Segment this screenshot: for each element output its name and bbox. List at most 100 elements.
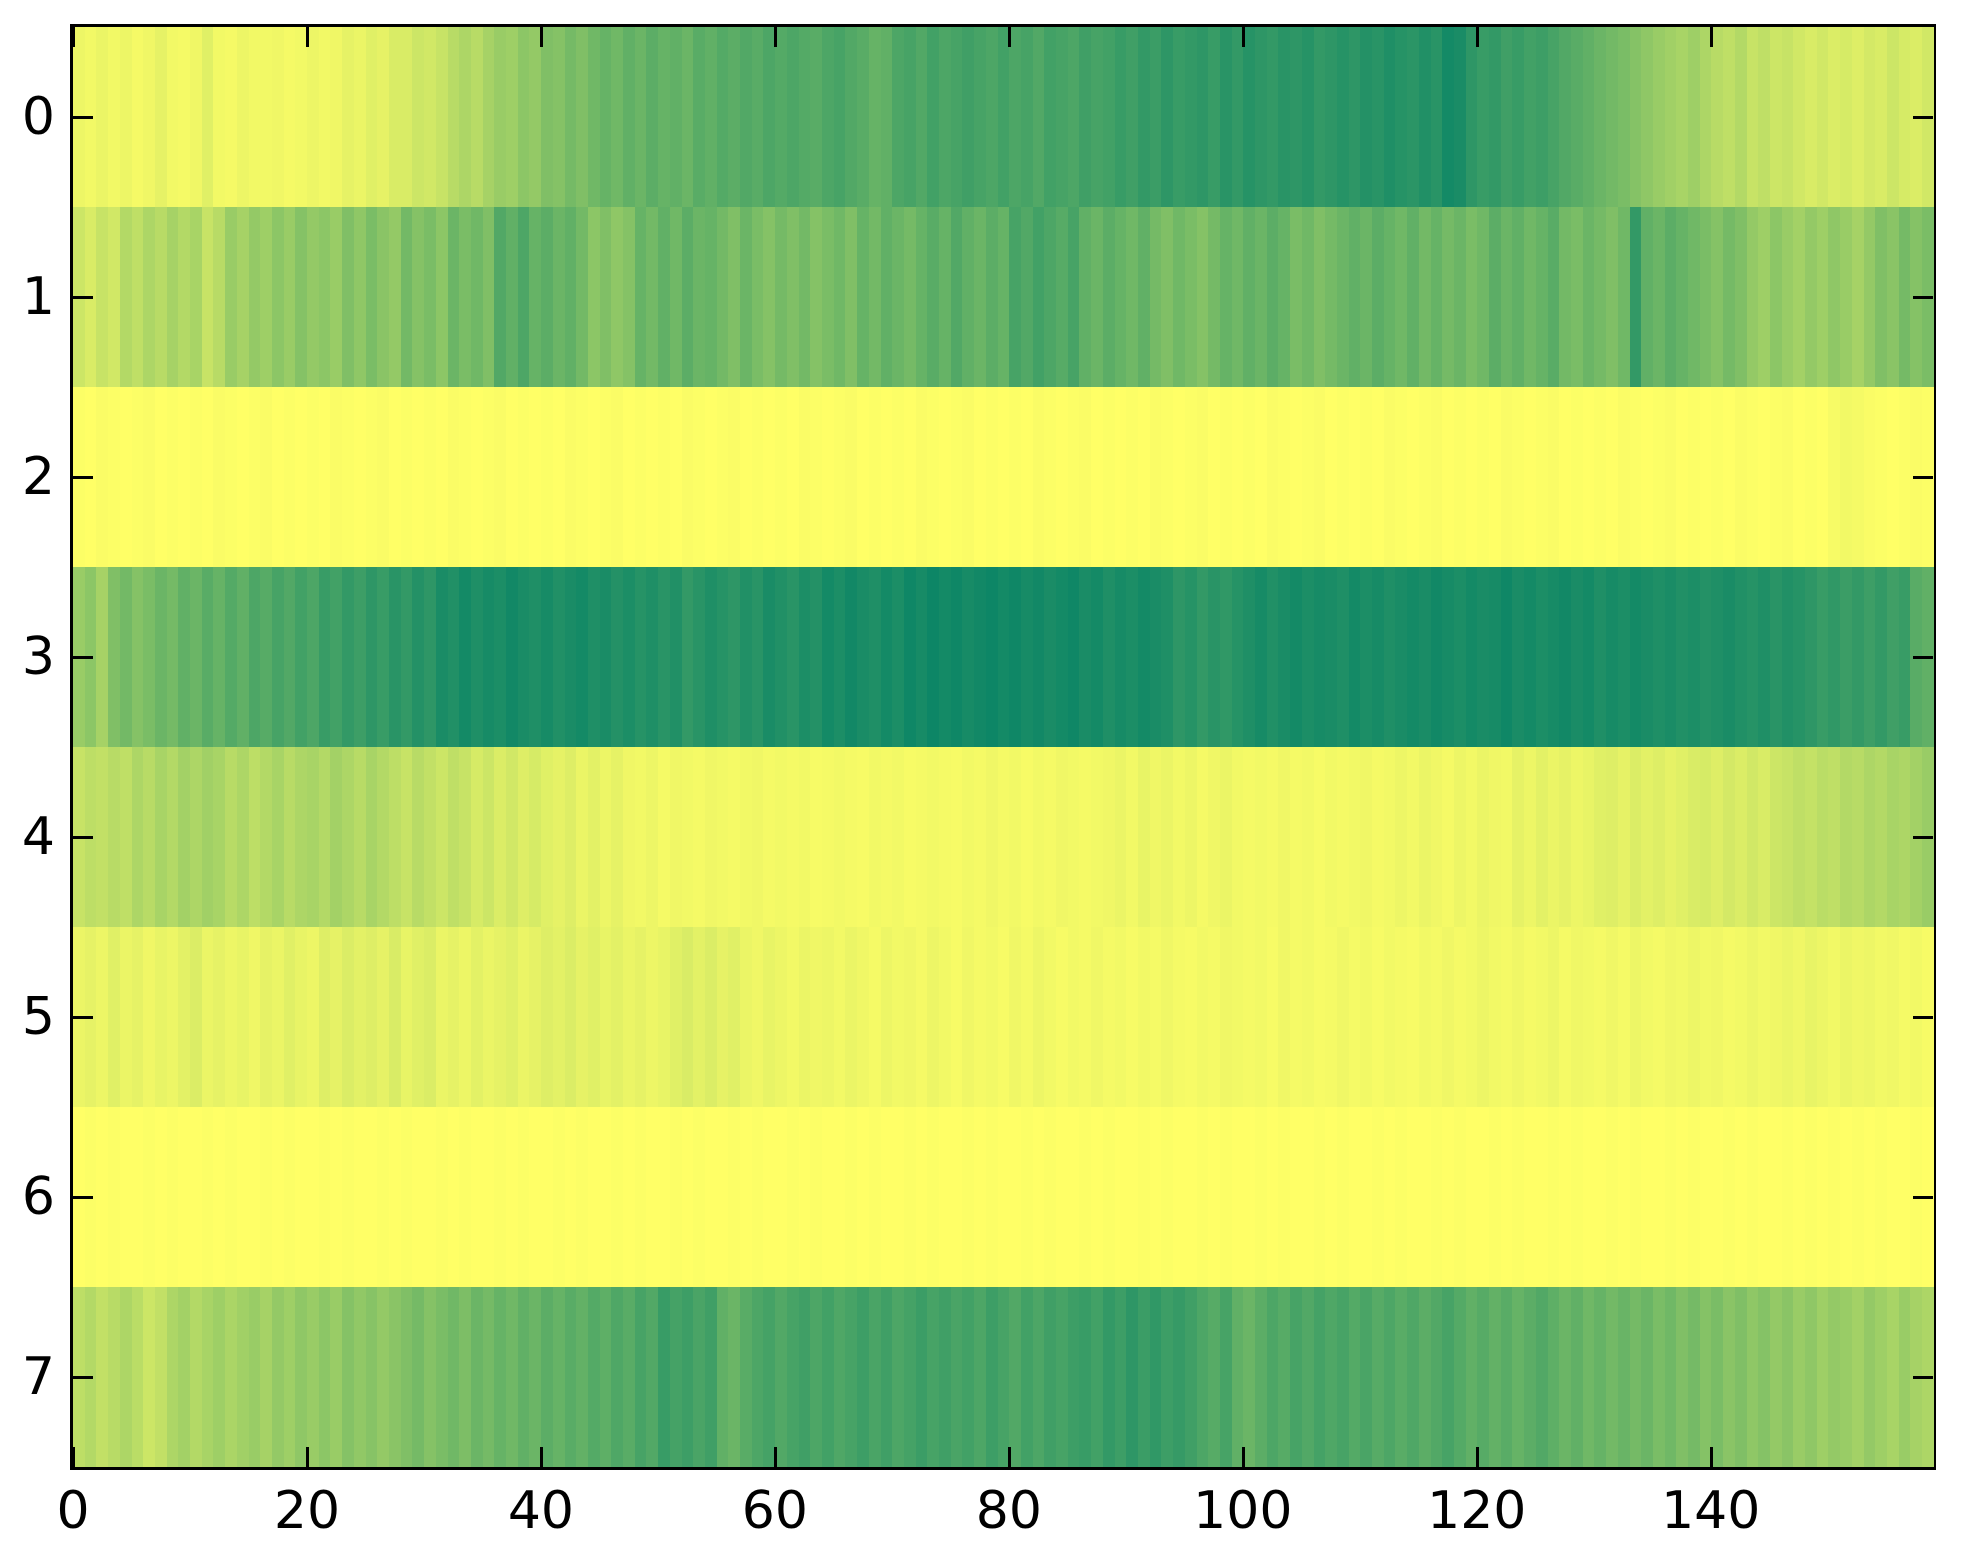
y-tick-left	[73, 836, 93, 839]
heatmap-cell	[435, 1287, 448, 1467]
heatmap-cell	[412, 567, 425, 747]
heatmap-cell	[822, 567, 834, 747]
heatmap-cell	[1769, 927, 1782, 1107]
heatmap-cell	[1325, 927, 1337, 1107]
heatmap-cell	[166, 27, 179, 207]
heatmap-cell	[1524, 567, 1536, 747]
heatmap-cell	[178, 27, 191, 207]
heatmap-cell	[587, 1107, 600, 1287]
heatmap-cell	[412, 207, 425, 387]
heatmap-cell	[541, 567, 553, 747]
heatmap-cell	[1805, 387, 1817, 567]
heatmap-cell	[681, 747, 694, 927]
heatmap-cell	[833, 1107, 846, 1287]
heatmap-cell	[459, 1107, 471, 1287]
heatmap-cell	[1348, 747, 1361, 927]
heatmap-cell	[283, 387, 296, 567]
heatmap-cell	[1126, 387, 1138, 567]
heatmap-cell	[1489, 387, 1501, 567]
heatmap-cell	[1805, 567, 1817, 747]
heatmap-cell	[740, 747, 752, 927]
heatmap-cell	[1898, 927, 1911, 1107]
heatmap-cell	[997, 567, 1010, 747]
heatmap-cell	[1699, 927, 1712, 1107]
heatmap-cell	[1266, 927, 1279, 1107]
heatmap-cell	[1688, 747, 1700, 927]
heatmap-cell	[131, 387, 144, 567]
heatmap-cell	[1325, 1287, 1337, 1467]
heatmap-cell	[915, 207, 928, 387]
heatmap-cell	[1594, 387, 1607, 567]
heatmap-cell	[108, 1287, 120, 1467]
heatmap-cell	[939, 1287, 951, 1467]
heatmap-cell	[271, 1107, 284, 1287]
heatmap-cell	[845, 387, 858, 567]
heatmap-cell	[1828, 207, 1841, 387]
heatmap-cell	[1875, 747, 1887, 927]
heatmap-cell	[1500, 1107, 1513, 1287]
heatmap-cell	[1664, 567, 1677, 747]
heatmap-cell	[1641, 1107, 1653, 1287]
heatmap-cell	[822, 27, 834, 207]
heatmap-cell	[1196, 747, 1209, 927]
heatmap-cell	[1688, 1107, 1700, 1287]
heatmap-cell	[623, 747, 635, 927]
heatmap-cell	[1383, 387, 1396, 567]
heatmap-cell	[1840, 1107, 1852, 1287]
y-tick-left	[73, 476, 93, 479]
heatmap-cell	[552, 1287, 565, 1467]
heatmap-cell	[728, 207, 741, 387]
heatmap-cell	[1863, 927, 1876, 1107]
heatmap-cell	[857, 1107, 869, 1287]
heatmap-cell	[1336, 27, 1349, 207]
heatmap-cell	[1219, 927, 1232, 1107]
heatmap-cell	[1500, 927, 1513, 1107]
heatmap-cell	[506, 1107, 518, 1287]
heatmap-cell	[470, 567, 483, 747]
heatmap-cell	[634, 567, 647, 747]
heatmap-cell	[318, 567, 331, 747]
heatmap-cell	[880, 927, 893, 1107]
heatmap-cell	[587, 567, 600, 747]
heatmap-cell	[1137, 1107, 1150, 1287]
heatmap-cell	[342, 747, 354, 927]
heatmap-cell	[1137, 747, 1150, 927]
heatmap-cell	[1372, 1107, 1384, 1287]
heatmap-row-3	[73, 567, 1934, 747]
heatmap-cell	[424, 207, 436, 387]
heatmap-cell	[857, 927, 869, 1107]
heatmap-cell	[1477, 207, 1490, 387]
heatmap-cell	[517, 747, 530, 927]
heatmap-cell	[236, 1107, 249, 1287]
heatmap-cell	[494, 747, 507, 927]
heatmap-cell	[412, 747, 425, 927]
heatmap-cell	[154, 27, 167, 207]
heatmap-cell	[915, 27, 928, 207]
heatmap-cell	[353, 1287, 366, 1467]
heatmap-cell	[1243, 927, 1256, 1107]
heatmap-cell	[1231, 927, 1244, 1107]
heatmap-cell	[1617, 207, 1630, 387]
heatmap-cell	[833, 747, 846, 927]
heatmap-cell	[517, 1107, 530, 1287]
heatmap-cell	[1020, 207, 1033, 387]
heatmap-cell	[704, 567, 717, 747]
heatmap-cell	[623, 1287, 635, 1467]
heatmap-cell	[1137, 27, 1150, 207]
heatmap-cell	[1044, 387, 1057, 567]
heatmap-cell	[1453, 387, 1466, 567]
heatmap-cell	[1442, 927, 1454, 1107]
heatmap-cell	[1524, 747, 1536, 927]
heatmap-cell	[96, 927, 109, 1107]
heatmap-cell	[1290, 207, 1302, 387]
heatmap-cell	[1535, 1287, 1548, 1467]
heatmap-cell	[1559, 567, 1571, 747]
heatmap-cell	[1828, 387, 1841, 567]
heatmap-cell	[1278, 27, 1291, 207]
y-tick-left	[73, 116, 93, 119]
heatmap-cell	[1032, 207, 1045, 387]
heatmap-cell	[271, 387, 284, 567]
heatmap-cell	[669, 1107, 682, 1287]
heatmap-cell	[1851, 927, 1864, 1107]
heatmap-cell	[365, 567, 378, 747]
